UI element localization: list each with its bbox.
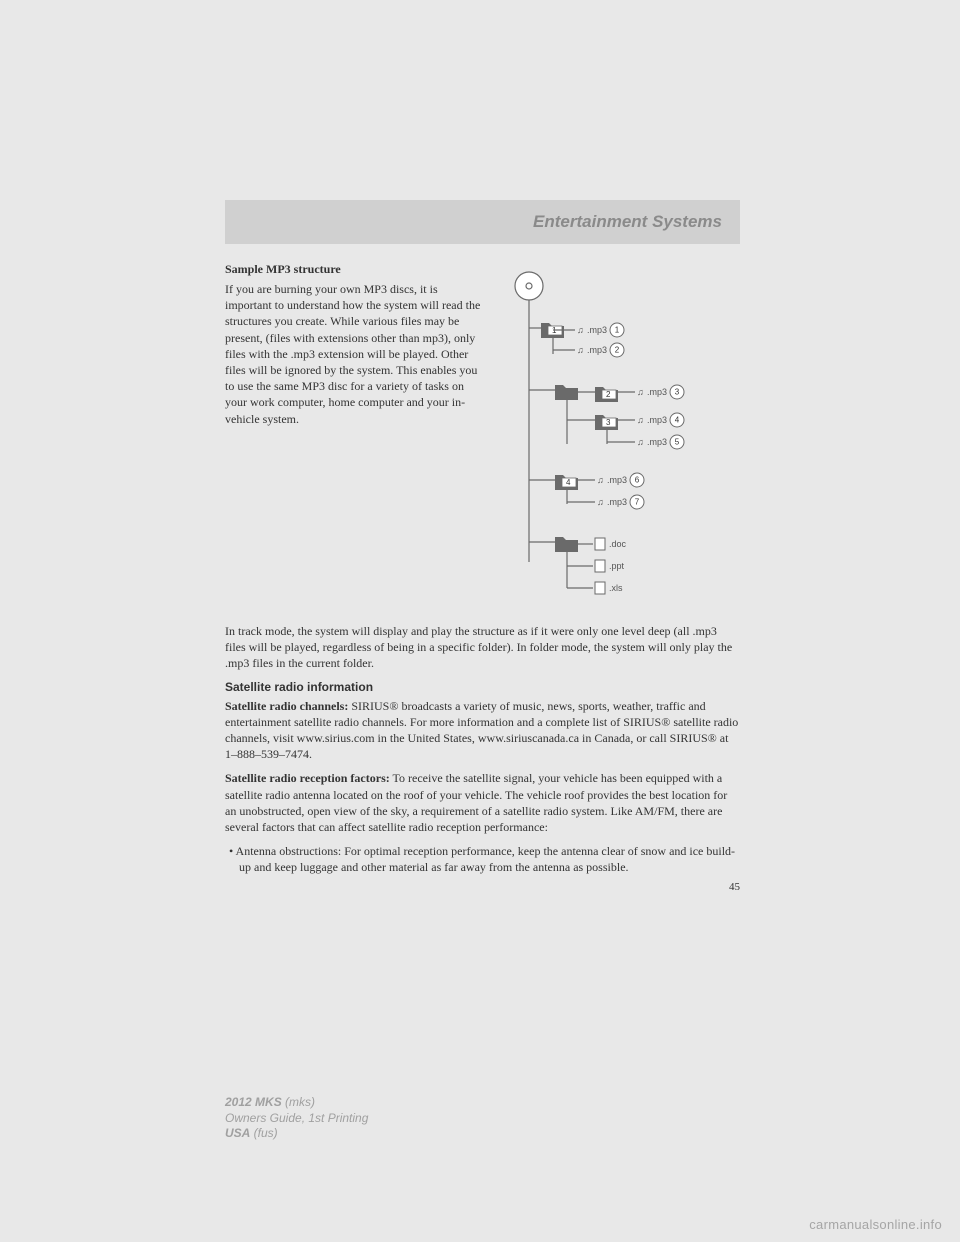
svg-text:6: 6 — [635, 476, 640, 485]
music-note-icon: ♫ — [637, 415, 644, 425]
antenna-bullet: Antenna obstructions: For optimal recept… — [239, 843, 740, 875]
satellite-channels-para: Satellite radio channels: SIRIUS® broadc… — [225, 698, 740, 763]
mp3-structure-heading: Sample MP3 structure — [225, 262, 485, 277]
music-note-icon: ♫ — [637, 387, 644, 397]
file-ext-label: .mp3 — [647, 387, 667, 397]
svg-text:3: 3 — [675, 388, 680, 397]
page-number: 45 — [225, 881, 740, 893]
music-note-icon: ♫ — [577, 345, 584, 355]
mp3-tree-diagram: 1 ♫ .mp3 1 ♫ .mp3 2 — [505, 262, 740, 602]
document-icon — [595, 582, 605, 594]
folder-icon: 3 — [595, 415, 618, 430]
svg-text:4: 4 — [566, 478, 571, 487]
diagram-column: 1 ♫ .mp3 1 ♫ .mp3 2 — [505, 262, 740, 607]
document-icon — [595, 538, 605, 550]
music-note-icon: ♫ — [637, 437, 644, 447]
section-header-bar: Entertainment Systems — [225, 200, 740, 244]
footer-line-3: USA (fus) — [225, 1126, 368, 1142]
music-note-icon: ♫ — [597, 475, 604, 485]
footer-line-2: Owners Guide, 1st Printing — [225, 1111, 368, 1127]
music-note-icon: ♫ — [577, 325, 584, 335]
file-ext-label: .mp3 — [607, 475, 627, 485]
satellite-heading: Satellite radio information — [225, 680, 740, 694]
file-ext-label: .ppt — [609, 561, 625, 571]
sat-reception-bold: Satellite radio reception factors: — [225, 771, 390, 785]
page-content: Entertainment Systems Sample MP3 structu… — [0, 0, 960, 893]
svg-text:1: 1 — [615, 326, 620, 335]
two-column-layout: Sample MP3 structure If you are burning … — [225, 262, 740, 607]
svg-text:5: 5 — [675, 438, 680, 447]
folder-icon: 4 — [555, 475, 578, 490]
footer-line-1: 2012 MKS (mks) — [225, 1095, 368, 1111]
svg-text:2: 2 — [606, 390, 611, 399]
file-ext-label: .mp3 — [647, 415, 667, 425]
file-ext-label: .mp3 — [587, 345, 607, 355]
svg-text:2: 2 — [615, 346, 620, 355]
section-header-title: Entertainment Systems — [533, 212, 722, 231]
svg-text:3: 3 — [606, 418, 611, 427]
satellite-reception-para: Satellite radio reception factors: To re… — [225, 770, 740, 835]
file-ext-label: .mp3 — [587, 325, 607, 335]
file-ext-label: .xls — [609, 583, 623, 593]
file-ext-label: .doc — [609, 539, 627, 549]
music-note-icon: ♫ — [597, 497, 604, 507]
document-icon — [595, 560, 605, 572]
watermark-text: carmanualsonline.info — [809, 1217, 942, 1232]
mp3-structure-para: If you are burning your own MP3 discs, i… — [225, 281, 485, 427]
sat-channels-bold: Satellite radio channels: — [225, 699, 348, 713]
file-ext-label: .mp3 — [647, 437, 667, 447]
track-mode-para: In track mode, the system will display a… — [225, 623, 740, 672]
left-column: Sample MP3 structure If you are burning … — [225, 262, 485, 607]
svg-text:4: 4 — [675, 416, 680, 425]
folder-icon: 2 — [595, 387, 618, 402]
file-ext-label: .mp3 — [607, 497, 627, 507]
footer-block: 2012 MKS (mks) Owners Guide, 1st Printin… — [225, 1095, 368, 1142]
svg-text:7: 7 — [635, 498, 640, 507]
disc-center-icon — [526, 283, 532, 289]
folder-icon — [555, 537, 578, 552]
